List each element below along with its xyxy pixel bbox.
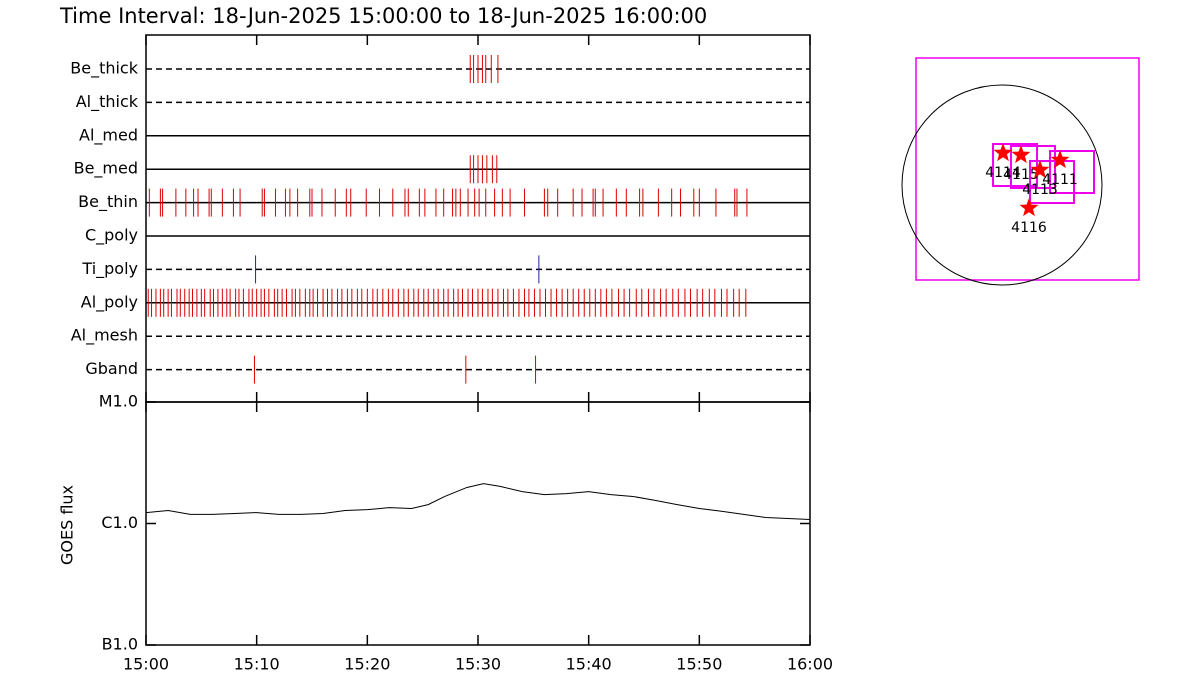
fov-box [992,143,1039,188]
row-label: C_poly [85,226,138,246]
chart-title: Time Interval: 18-Jun-2025 15:00:00 to 1… [59,4,707,28]
ar-star [1050,150,1070,169]
map-frame [915,57,1140,281]
row-label: Ti_poly [81,259,138,279]
row-label: Be_thick [70,59,138,79]
y-tick-label: M1.0 [99,392,138,411]
ar-label: 4113 [1022,182,1058,198]
flux-line [145,483,811,520]
solar-disk [901,84,1103,286]
ar-star [1019,198,1039,217]
x-tick-label: 15:00 [123,655,169,674]
ar-star [993,143,1013,162]
flux-frame [145,401,811,646]
row-label: Al_mesh [71,326,138,346]
x-tick-label: 15:10 [234,655,280,674]
fov-box [1049,150,1096,194]
ar-star [1030,160,1050,179]
x-tick-label: 16:00 [787,655,833,674]
row-label: Be_thin [78,192,138,212]
fov-box [1029,160,1076,204]
ar-star [1011,145,1031,164]
ar-label: 4116 [1011,220,1047,236]
x-tick-label: 15:30 [455,655,501,674]
ar-label: 4115 [1003,167,1039,183]
x-tick-label: 15:40 [566,655,612,674]
row-label: Al_med [79,125,138,145]
row-label: Be_med [74,159,138,179]
y-axis-label: GOES flux [58,485,77,565]
row-label: Al_poly [81,292,138,312]
x-tick-label: 15:20 [344,655,390,674]
row-label: Gband [85,359,138,378]
timeline-frame [145,34,811,403]
y-tick-label: B1.0 [102,635,138,654]
ar-label: 4114 [985,165,1021,181]
y-tick-label: C1.0 [101,513,138,532]
row-label: Al_thick [76,92,139,112]
x-tick-label: 15:50 [676,655,722,674]
ar-label: 4111 [1042,172,1078,188]
